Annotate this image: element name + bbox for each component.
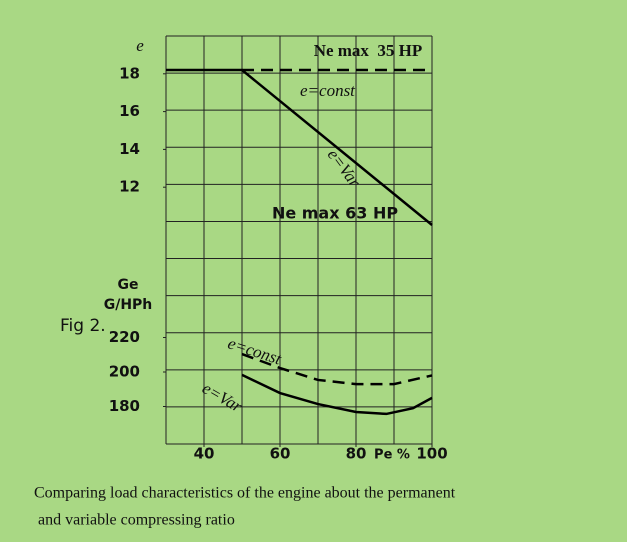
y-axis-label: G/HPh	[104, 297, 153, 313]
y-tick-label: 18	[119, 64, 140, 82]
y-tick-label: 16	[119, 102, 140, 120]
annotation: Ne max 35 HP	[314, 41, 423, 60]
x-tick-label: 40	[194, 445, 215, 463]
figure-label: Fig 2.	[60, 316, 106, 336]
caption-line: Comparing load characteristics of the en…	[34, 485, 456, 502]
y-tick-label: 180	[109, 397, 140, 415]
data-line	[241, 352, 433, 386]
grid	[165, 35, 433, 445]
x-tick-label: 60	[270, 445, 291, 463]
y-axis-label: e	[136, 36, 144, 55]
y-tick-label: 200	[109, 363, 140, 381]
series-label: e=const	[300, 81, 356, 100]
y-axis-label: Ge	[118, 277, 139, 293]
y-tick-label: 220	[109, 328, 140, 346]
x-tick-label: 100	[416, 445, 447, 463]
y-tick-label: 14	[119, 140, 140, 158]
annotation: Ne max 63 HP	[272, 204, 398, 223]
x-axis-label: Pe %	[374, 448, 410, 463]
data-line	[241, 373, 433, 416]
y-tick-label: 12	[119, 178, 140, 196]
data-line	[166, 68, 433, 226]
x-tick-label: 80	[346, 445, 367, 463]
caption-line: and variable compressing ratio	[38, 512, 235, 529]
